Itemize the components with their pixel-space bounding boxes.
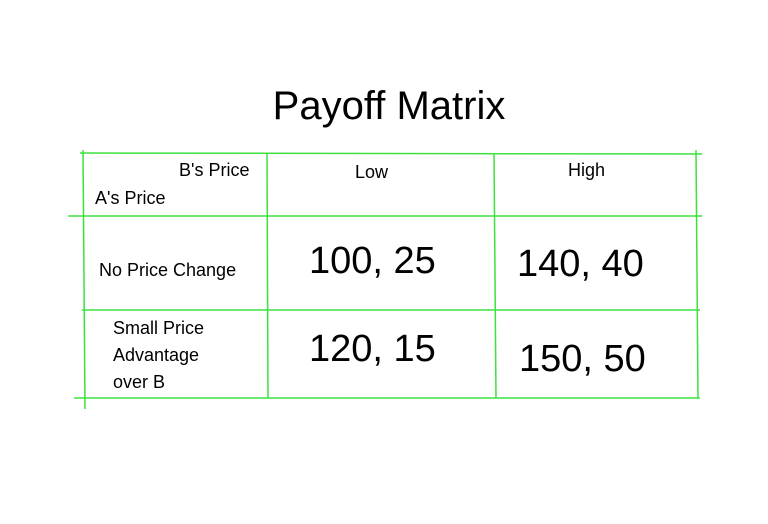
page-title: Payoff Matrix [272, 84, 506, 128]
row-label-no-price-change: No Price Change [99, 260, 237, 280]
grid-line-top [79, 152, 703, 155]
row-axis-label: A's Price [95, 188, 166, 208]
col-axis-label: B's Price [179, 160, 250, 180]
payoff-cell: 120, 15 [309, 328, 436, 370]
payoff-cell: 150, 50 [519, 338, 646, 380]
column-header-high: High [568, 160, 606, 180]
row-label-line: over B [113, 372, 166, 392]
row-label-line: Advantage [113, 345, 200, 365]
payoff-cell: 140, 40 [517, 243, 644, 285]
column-header-low: Low [355, 162, 389, 182]
grid-line-col2 [493, 153, 497, 399]
payoff-cell: 100, 25 [309, 240, 436, 282]
row-label-small-price-advantage: Small Price Advantage over B [113, 315, 263, 396]
grid-line-left [82, 149, 86, 410]
grid-line-col1 [266, 153, 269, 399]
grid-line-right [695, 149, 699, 399]
row-label-line: Small Price [113, 318, 205, 338]
